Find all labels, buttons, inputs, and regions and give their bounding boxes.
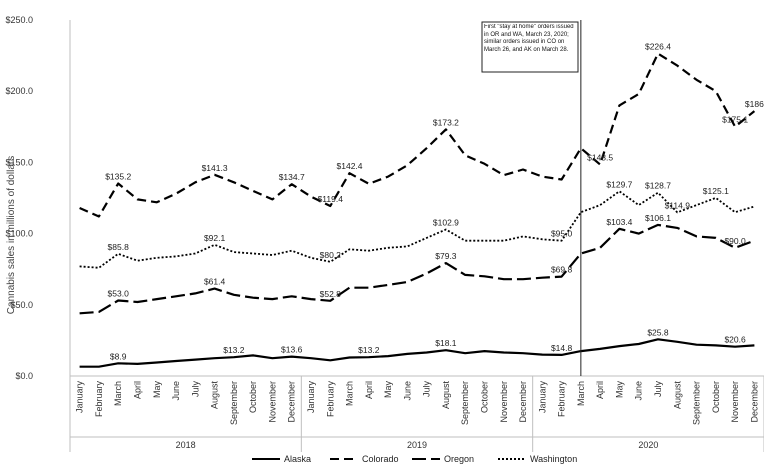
y-tick-label: $150.0 [5, 157, 33, 167]
annotation-box [481, 21, 579, 73]
y-axis-label: Cannabis sales in millions of dollars [6, 156, 17, 314]
legend-label: Colorado [362, 454, 399, 464]
data-label: $85.8 [108, 242, 130, 252]
x-tick-label: April [595, 381, 605, 399]
x-tick-label: November [730, 381, 740, 423]
x-tick-label: July [422, 381, 432, 398]
data-label: $52.8 [320, 289, 342, 299]
x-tick-label: June [402, 381, 412, 401]
data-label: $92.1 [204, 233, 226, 243]
x-tick-label: May [152, 381, 162, 399]
x-tick-label: August [672, 381, 682, 410]
x-tick-label: June [171, 381, 181, 401]
data-label: $14.8 [551, 343, 573, 353]
data-label: $141.3 [202, 163, 228, 173]
y-tick-label: $250.0 [5, 15, 33, 25]
x-tick-label: November [267, 381, 277, 423]
data-label: $69.8 [551, 265, 573, 275]
data-label: $134.7 [279, 172, 305, 182]
x-tick-label: May [614, 381, 624, 399]
x-tick-label: May [383, 381, 393, 399]
annotation-text: First "stay at home" orders issued in OR… [484, 24, 574, 53]
data-label: $106.1 [645, 213, 671, 223]
series-line-washington [79, 190, 755, 269]
data-label: $90.0 [724, 236, 746, 246]
x-tick-label: August [441, 381, 451, 410]
x-tick-label: December [749, 381, 759, 423]
x-tick-label: March [576, 381, 586, 406]
data-label: $129.7 [606, 179, 632, 189]
legend-label: Washington [530, 454, 577, 464]
x-tick-label: July [190, 381, 200, 398]
series-layer [79, 52, 756, 368]
x-tick-label: March [113, 381, 123, 406]
data-label: $142.4 [337, 161, 363, 171]
y-axis: $0.0 $50.0 $100.0 $150.0 $200.0 $250.0 [5, 15, 71, 381]
x-tick-label: September [229, 381, 239, 425]
data-label: $13.2 [358, 345, 380, 355]
data-label: $18.1 [435, 338, 457, 348]
x-tick-label: November [499, 381, 509, 423]
legend-label: Alaska [284, 454, 311, 464]
data-label: $125.1 [703, 186, 729, 196]
data-label: $173.2 [433, 117, 459, 127]
x-tick-label: December [287, 381, 297, 423]
x-tick-label: December [518, 381, 528, 423]
data-label: $102.9 [433, 217, 459, 227]
data-label: $95.0 [551, 229, 573, 239]
data-labels: $8.9 $13.2 $13.6 $13.2 $18.1 $14.8 $25.8 $20.6 $… [105, 42, 764, 362]
series-line-colorado [79, 52, 756, 218]
x-tick-label: September [460, 381, 470, 425]
x-tick-label: January [537, 381, 547, 414]
annotation: First "stay at home" orders issued in OR… [481, 20, 582, 376]
x-tick-label: August [210, 381, 220, 410]
data-label: $135.2 [105, 171, 131, 181]
year-label: 2019 [407, 440, 427, 450]
legend-label: Oregon [444, 454, 474, 464]
year-label: 2018 [176, 440, 196, 450]
y-tick-label: $0.0 [15, 371, 33, 381]
data-label: $114.9 [665, 200, 691, 210]
data-label: $20.6 [724, 335, 746, 345]
x-tick-label: February [94, 381, 104, 418]
x-tick-label: April [132, 381, 142, 399]
data-label: $80.2 [320, 250, 342, 260]
data-label: $103.4 [606, 217, 632, 227]
y-tick-label: $200.0 [5, 86, 33, 96]
series-line-oregon [79, 223, 755, 315]
data-label: $186 [745, 99, 764, 109]
x-tick-label: March [345, 381, 355, 406]
x-tick-label: July [653, 381, 663, 398]
x-tick-label: October [479, 381, 489, 413]
data-label: $13.6 [281, 345, 303, 355]
x-tick-label: February [325, 381, 335, 418]
year-label: 2020 [638, 440, 658, 450]
x-tick-label: February [557, 381, 567, 418]
data-label: $79.3 [435, 251, 457, 261]
data-label: $175.1 [722, 115, 748, 125]
data-label: $119.4 [318, 194, 344, 204]
y-tick-label: $100.0 [5, 229, 33, 239]
data-label: $61.4 [204, 277, 226, 287]
x-tick-label: October [711, 381, 721, 413]
data-label: $148.5 [587, 153, 613, 163]
series-line-alaska [79, 338, 755, 368]
data-label: $226.4 [645, 42, 671, 52]
data-label: $25.8 [647, 327, 669, 337]
x-tick-label: January [75, 381, 85, 414]
x-tick-label: September [692, 381, 702, 425]
x-tick-label: January [306, 381, 316, 414]
y-tick-label: $50.0 [10, 300, 33, 310]
data-label: $53.0 [108, 289, 130, 299]
x-tick-label: April [364, 381, 374, 399]
x-tick-label: June [634, 381, 644, 401]
legend: Alaska Colorado Oregon Washington [252, 454, 577, 464]
data-label: $13.2 [223, 345, 245, 355]
x-axis: January February March April May June July Augu… [69, 375, 764, 452]
data-label: $128.7 [645, 181, 671, 191]
x-tick-label: October [248, 381, 258, 413]
data-label: $8.9 [110, 351, 127, 361]
